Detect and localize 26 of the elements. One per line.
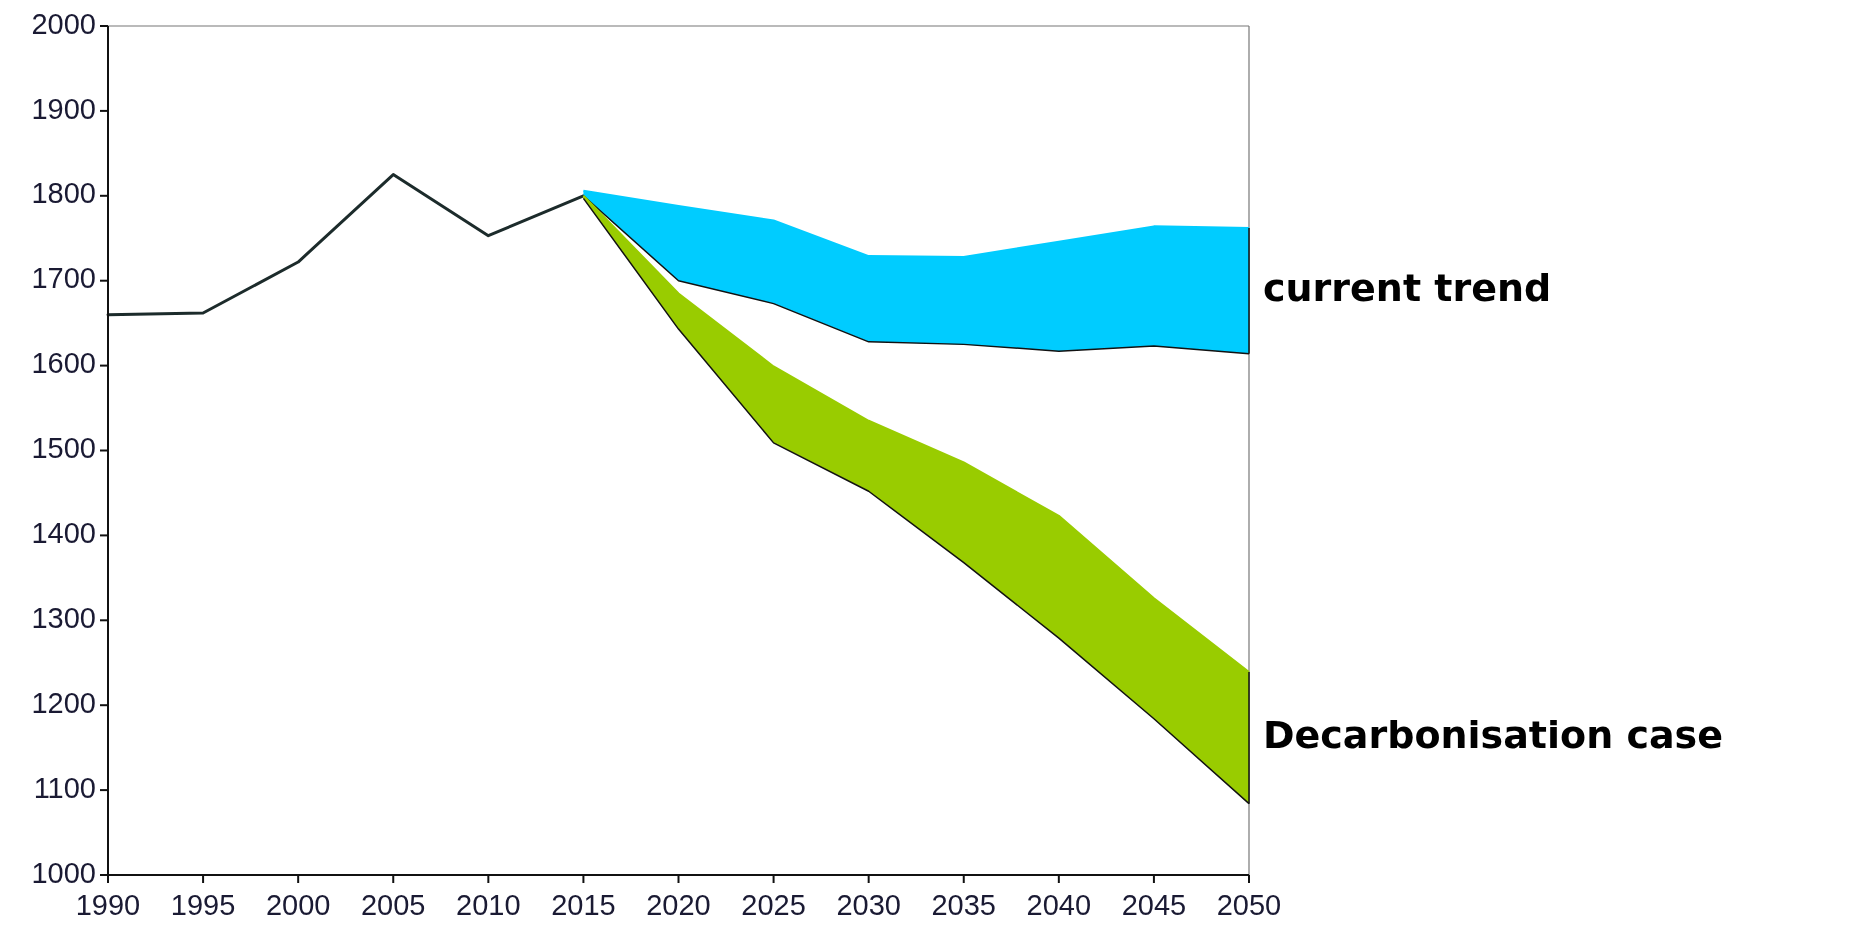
x-tick-label: 2005 [360,889,426,921]
y-tick-label: 1600 [31,347,96,380]
y-tick-label: 1800 [31,177,96,210]
x-tick-label: 2010 [456,889,521,921]
y-tick-label: 1200 [31,686,96,719]
y-tick-label: 1700 [31,262,96,295]
y-tick-label: 1900 [31,92,96,125]
x-tick-label: 2000 [265,889,331,921]
x-tick-label: 2025 [741,889,806,921]
y-tick-label: 2000 [31,7,96,40]
y-tick-label: 1500 [31,432,96,465]
series-label: current trend [1263,266,1552,311]
x-tick-label: 2050 [1216,889,1282,921]
x-tick-label: 2035 [931,889,997,921]
x-tick-label: 1995 [170,889,236,921]
x-tick-label: 2030 [836,889,901,921]
x-tick-label: 2040 [1026,889,1092,921]
x-tick-label: 2045 [1121,889,1187,921]
series-label: Decarbonisation case [1263,713,1724,758]
x-tick-label: 2015 [551,889,616,921]
y-tick-label: 1300 [31,601,96,634]
y-tick-label: 1100 [33,771,96,804]
y-tick-label: 1000 [31,856,96,889]
y-tick-label: 1400 [31,517,96,550]
x-tick-label: 2020 [646,889,711,921]
x-tick-label: 1990 [75,889,141,921]
